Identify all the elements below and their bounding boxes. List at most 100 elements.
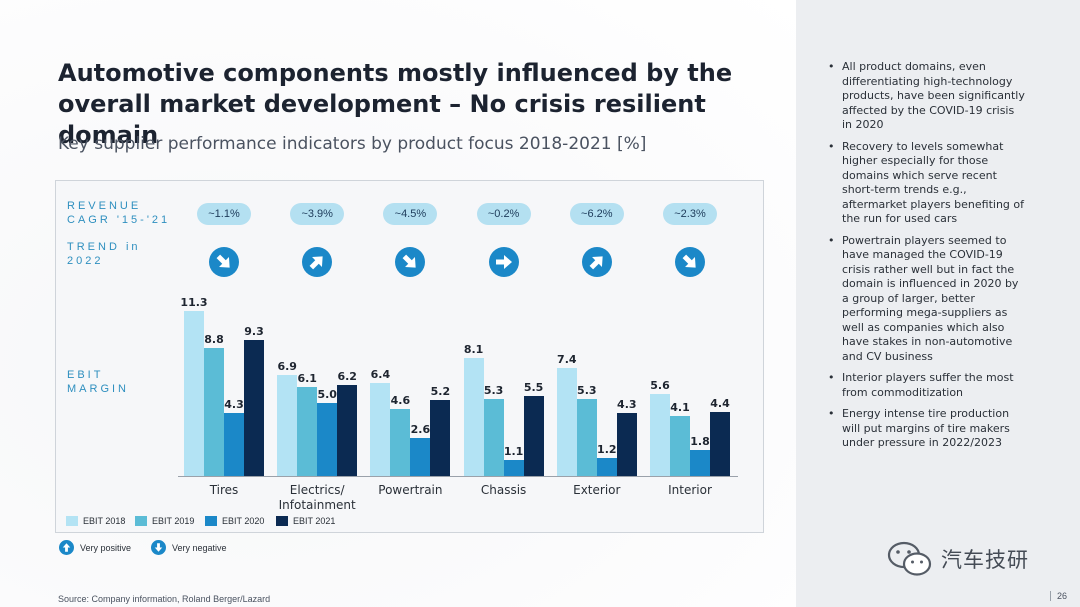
revenue-cagr-pill: ~2.3% [663, 203, 717, 225]
chart-panel [55, 180, 764, 533]
note-item: Energy intense tire production will put … [826, 407, 1026, 451]
bar-ebit-2018 [650, 394, 670, 476]
bar-ebit-2021 [337, 385, 358, 476]
legend-label: EBIT 2018 [83, 516, 126, 526]
trend-label: TREND in 2022 [67, 241, 141, 267]
watermark: 汽车技研 [887, 540, 1029, 578]
very-positive-label: Very positive [80, 542, 132, 553]
page-number: 26 [1050, 591, 1067, 601]
note-item: Interior players suffer the most from co… [826, 371, 1026, 400]
trend-arrow-down-right-icon [395, 247, 426, 277]
watermark-text: 汽车技研 [941, 549, 1029, 572]
bar-ebit-2020 [224, 413, 244, 476]
up-arrow-circle-icon [59, 540, 74, 555]
notes-list: All product domains, even differentiatin… [826, 60, 1026, 458]
trend-arrow-right-icon [488, 247, 519, 277]
legend-item: EBIT 2018 [66, 516, 125, 526]
bar-ebit-2018 [277, 375, 298, 476]
bar-value-label: 5.5 [523, 380, 544, 394]
bar-value-label: 6.9 [277, 360, 297, 374]
bar-value-label: 4.4 [710, 396, 730, 410]
bar-ebit-2019 [670, 416, 690, 476]
bar-value-label: 6.4 [370, 367, 391, 381]
bar-value-label: 1.8 [690, 434, 710, 448]
bar-value-label: 1.1 [503, 444, 524, 458]
bar-value-label: 4.3 [224, 398, 244, 412]
bar-ebit-2019 [483, 398, 504, 476]
bar-ebit-2018 [463, 357, 484, 476]
key-very-negative: Very negative [151, 540, 227, 555]
bar-value-label: 2.6 [410, 423, 431, 437]
bar-ebit-2020 [317, 403, 338, 476]
category-label: Powertrain [378, 483, 443, 497]
legend-swatch [135, 516, 147, 526]
bar-value-label: 6.1 [297, 371, 317, 385]
bar-value-label: 8.8 [204, 332, 224, 346]
bar-value-label: 4.6 [390, 393, 411, 407]
revenue-cagr-label: REVENUE CAGR '15-'21 [67, 200, 171, 226]
legend-item: EBIT 2021 [276, 516, 335, 526]
legend-label: EBIT 2019 [152, 516, 195, 526]
bar-value-label: 9.3 [244, 325, 264, 339]
bar-value-label: 6.2 [337, 370, 357, 384]
bar-ebit-2021 [430, 400, 451, 476]
revenue-cagr-pill: ~1.1% [197, 203, 251, 225]
trend-arrow-down-right-icon [209, 247, 239, 277]
bar-ebit-2019 [576, 398, 597, 476]
legend-item: EBIT 2019 [135, 516, 194, 526]
bar-ebit-2019 [297, 386, 318, 476]
legend-swatch [276, 516, 288, 526]
bar-ebit-2021 [523, 395, 544, 476]
bar-ebit-2020 [410, 438, 431, 476]
note-item: Powertrain players seemed to have manage… [826, 234, 1026, 365]
bar-ebit-2018 [370, 382, 391, 476]
revenue-cagr-pill: ~4.5% [383, 203, 438, 225]
source-note: Source: Company information, Roland Berg… [58, 594, 271, 604]
revenue-cagr-pill: ~3.9% [290, 203, 345, 225]
down-arrow-circle-icon [151, 540, 166, 555]
ebit-margin-label: EBIT MARGIN [67, 369, 129, 395]
trend-arrow-down-right-icon [675, 247, 705, 277]
bar-value-label: 4.3 [617, 398, 637, 412]
bar-value-label: 5.3 [483, 383, 504, 397]
legend-swatch [205, 516, 217, 526]
bar-ebit-2020 [596, 458, 617, 476]
trend-arrow-up-right-icon [302, 247, 333, 277]
trend-arrow-up-right-icon [581, 247, 612, 277]
wechat-logo-icon [887, 541, 932, 576]
bar-ebit-2020 [503, 459, 524, 476]
legend-item: EBIT 2020 [205, 516, 264, 526]
bar-ebit-2019 [204, 347, 224, 476]
key-very-positive: Very positive [59, 540, 131, 555]
bar-ebit-2019 [390, 408, 411, 476]
bar-value-label: 1.2 [597, 443, 617, 457]
bar-value-label: 8.1 [463, 342, 484, 356]
category-label: Electrics/ Infotainment [278, 483, 356, 512]
bar-value-label: 5.2 [430, 385, 451, 399]
bar-value-label: 5.6 [650, 379, 670, 393]
slide-subtitle: Key supplier performance indicators by p… [58, 134, 647, 154]
legend-swatch [66, 516, 78, 526]
bar-value-label: 5.0 [317, 388, 337, 401]
bar-value-label: 11.3 [180, 296, 208, 310]
category-label: Tires [209, 483, 239, 497]
bar-value-label: 5.3 [577, 383, 597, 397]
bar-ebit-2020 [690, 449, 710, 476]
bar-ebit-2021 [710, 411, 730, 476]
category-label: Chassis [480, 483, 527, 497]
bar-ebit-2021 [244, 340, 264, 476]
x-axis-line [178, 476, 738, 477]
bar-ebit-2018 [556, 367, 577, 476]
bar-ebit-2018 [184, 311, 204, 476]
category-label: Interior [668, 483, 712, 497]
category-label: Exterior [573, 483, 621, 497]
bar-ebit-2021 [616, 413, 637, 476]
revenue-cagr-pill: ~0.2% [476, 203, 531, 225]
slide-title: Automotive components mostly influenced … [58, 59, 733, 149]
revenue-cagr-pill: ~6.2% [569, 203, 624, 225]
note-item: All product domains, even differentiatin… [826, 60, 1026, 133]
bar-value-label: 7.4 [557, 352, 577, 366]
bar-value-label: 4.1 [670, 401, 690, 415]
note-item: Recovery to levels somewhat higher espec… [826, 140, 1026, 227]
very-negative-label: Very negative [172, 542, 227, 553]
